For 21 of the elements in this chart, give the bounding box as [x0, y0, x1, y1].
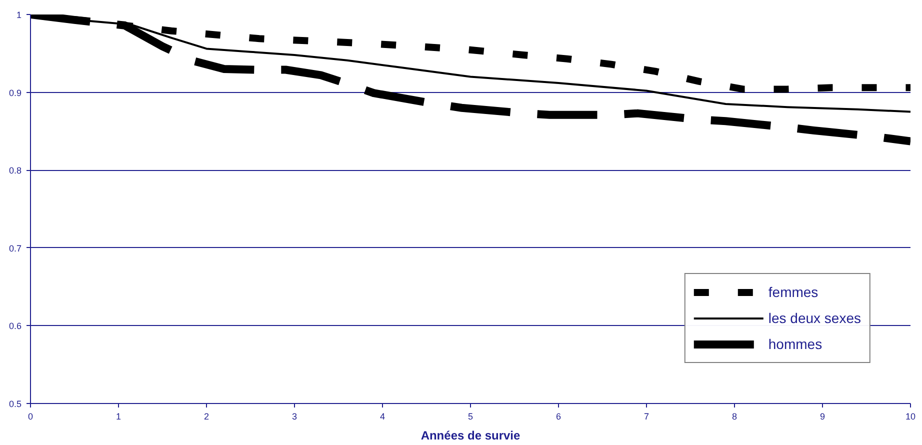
- x-axis-title: Années de survie: [420, 428, 521, 442]
- y-tick-label: 0.6: [8, 321, 22, 332]
- x-tick-label: 1: [116, 412, 122, 422]
- x-tick-label: 5: [468, 412, 474, 422]
- x-tick-label: 2: [204, 412, 210, 422]
- legend-label: les deux sexes: [768, 310, 861, 326]
- legend-label: hommes: [768, 336, 822, 352]
- y-tick-label: 0.5: [8, 399, 22, 409]
- x-tick-label: 6: [556, 412, 562, 422]
- y-tick-label: 0.9: [8, 88, 22, 98]
- x-tick-label: 9: [820, 412, 826, 422]
- x-tick-label: 7: [644, 412, 650, 422]
- y-tick-label: 1: [16, 10, 22, 20]
- x-tick-label: 8: [732, 412, 738, 422]
- y-tick-label: 0.8: [8, 166, 22, 176]
- x-tick-label: 0: [28, 412, 34, 422]
- x-tick-label: 4: [380, 412, 386, 422]
- x-tick-label: 3: [292, 412, 298, 422]
- legend-label: femmes: [768, 284, 818, 300]
- x-tick-label: 10: [905, 412, 916, 422]
- y-tick-label: 0.7: [8, 243, 22, 254]
